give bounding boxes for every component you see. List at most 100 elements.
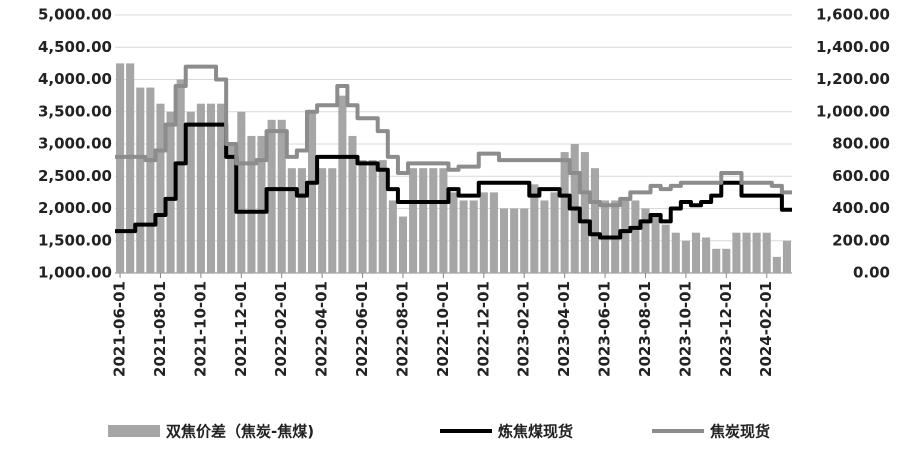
y-tick-label: 1,500.00 (38, 231, 112, 249)
legend-label: 双焦价差（焦炭-焦煤) (166, 423, 314, 441)
bar (166, 111, 175, 273)
bar (752, 232, 761, 273)
bar (772, 256, 781, 273)
bar (348, 135, 357, 273)
bar (136, 87, 145, 273)
x-tick-label: 2022-10-01 (434, 281, 452, 377)
bar (196, 103, 205, 273)
line (115, 64, 792, 208)
y2-tick-label: 1,600.00 (816, 6, 890, 24)
bar (621, 200, 630, 273)
bar (651, 216, 660, 273)
y2-tick-label: 600.00 (832, 167, 890, 185)
x-tick-label: 2022-08-01 (393, 281, 411, 377)
x-tick-label: 2023-08-01 (636, 281, 654, 377)
legend-label: 焦炭现货 (709, 423, 770, 441)
bar (691, 232, 701, 273)
y2-tick-label: 1,200.00 (816, 70, 890, 88)
y2-tick-label: 1,000.00 (816, 102, 890, 120)
y-tick-label: 2,500.00 (38, 167, 112, 185)
bar (237, 111, 246, 273)
bar (540, 200, 549, 273)
bar (307, 111, 317, 273)
bar (297, 168, 306, 273)
bar (590, 168, 600, 273)
bar (186, 111, 195, 273)
bar (368, 160, 377, 273)
bar (217, 103, 226, 273)
x-tick-label: 2021-08-01 (151, 281, 169, 377)
bar (146, 87, 155, 273)
bar (378, 160, 387, 273)
bar (206, 103, 216, 273)
bar (560, 152, 569, 273)
bar (499, 208, 509, 273)
bar (388, 200, 397, 273)
x-tick-label: 2023-12-01 (717, 281, 735, 377)
legend-item: 双焦价差（焦炭-焦煤) (108, 423, 314, 441)
x-tick-label: 2022-06-01 (353, 281, 371, 377)
x-tick-label: 2024-02-01 (757, 281, 775, 377)
x-tick-label: 2021-06-01 (111, 281, 129, 377)
bar (782, 240, 791, 273)
bar (227, 144, 236, 273)
bar (318, 168, 327, 273)
bar (530, 184, 539, 273)
y2-tick-label: 1,400.00 (816, 38, 890, 56)
bar (732, 232, 741, 273)
bar (409, 168, 418, 273)
line (115, 122, 792, 240)
bar (550, 192, 559, 273)
bar (479, 192, 488, 273)
bar (277, 119, 286, 273)
bar (328, 168, 337, 273)
x-tick-label: 2023-04-01 (555, 281, 573, 377)
bar (489, 192, 498, 273)
x-tick-label: 2023-06-01 (596, 281, 614, 377)
x-tick-label: 2022-04-01 (313, 281, 331, 377)
x-tick-label: 2021-12-01 (232, 281, 250, 377)
y-tick-label: 2,000.00 (38, 199, 112, 217)
y-tick-label: 5,000.00 (38, 6, 112, 24)
bar (358, 160, 367, 273)
y-tick-label: 3,500.00 (38, 102, 112, 120)
x-tick-label: 2022-02-01 (272, 281, 290, 377)
x-tick-label: 2022-12-01 (474, 281, 492, 377)
bar (439, 168, 448, 273)
y-tick-label: 4,500.00 (38, 38, 112, 56)
bar (742, 232, 751, 273)
bar (671, 232, 680, 273)
y-tick-label: 1,000.00 (38, 264, 112, 282)
bar (712, 248, 721, 273)
y-tick-label: 3,000.00 (38, 135, 112, 153)
bar (510, 208, 519, 273)
legend-item: 焦炭现货 (652, 423, 770, 441)
bar (257, 135, 266, 273)
bar (580, 152, 589, 273)
x-tick-label: 2021-10-01 (191, 281, 209, 377)
bar (449, 192, 458, 273)
bar (631, 200, 640, 273)
bar (520, 208, 529, 273)
legend-swatch (108, 425, 160, 437)
bar (287, 168, 296, 273)
bar (267, 119, 276, 273)
x-tick-label: 2023-10-01 (676, 281, 694, 377)
bar (762, 232, 771, 273)
bar (398, 216, 408, 273)
bar (247, 135, 256, 273)
y2-tick-label: 0.00 (853, 264, 890, 282)
bar (661, 224, 670, 273)
bar (338, 95, 347, 273)
bar (641, 208, 650, 273)
bar (469, 200, 478, 273)
bar (156, 103, 165, 273)
bar (126, 63, 135, 273)
bar (429, 168, 438, 273)
y-tick-label: 4,000.00 (38, 70, 112, 88)
bar (176, 79, 185, 273)
y2-tick-label: 200.00 (832, 231, 890, 249)
bar (459, 200, 468, 273)
bar (702, 237, 711, 273)
